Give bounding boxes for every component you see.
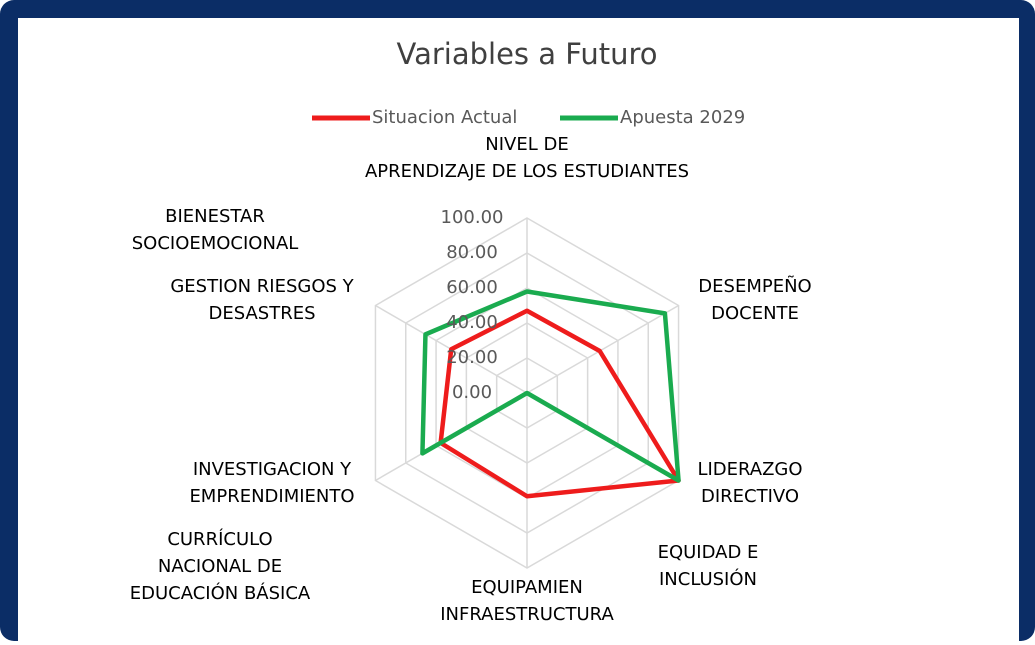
annotation: EQUIDAD E INCLUSIÓN (658, 542, 759, 590)
annotation: BIENESTAR SOCIOEMOCIONAL (132, 206, 299, 254)
axis-label-line: NIVEL DE (485, 134, 568, 155)
axis-label-line: EQUIPAMIEN (471, 577, 583, 598)
r-tick-label: 40.00 (446, 312, 498, 333)
r-tick-label: 20.00 (446, 347, 498, 368)
annotation-line: NACIONAL DE (158, 556, 282, 577)
panel (18, 18, 1019, 645)
chart-title: Variables a Futuro (397, 37, 658, 71)
annotation-line: SOCIOEMOCIONAL (132, 233, 299, 254)
annotation-line: EDUCACIÓN BÁSICA (130, 582, 311, 604)
annotation: CURRÍCULO NACIONAL DE EDUCACIÓN BÁSICA (130, 528, 311, 604)
axis-label: NIVEL DE APRENDIZAJE DE LOS ESTUDIANTES (365, 134, 689, 182)
axis-label-line: APRENDIZAJE DE LOS ESTUDIANTES (365, 161, 689, 182)
axis-label-line: DOCENTE (711, 303, 799, 324)
series-line (438, 308, 681, 499)
annotation-line: EQUIDAD E (658, 542, 759, 563)
axis-label: INVESTIGACION Y EMPRENDIMIENTO (189, 459, 354, 507)
annotation-line: BIENESTAR (165, 206, 265, 227)
axis-label-line: INFRAESTRUCTURA (440, 604, 614, 625)
axis-label-line: LIDERAZGO (697, 459, 802, 480)
r-tick-label: 60.00 (446, 277, 498, 298)
axis-label: DESEMPEÑO DOCENTE (698, 275, 811, 324)
annotation-line: CURRÍCULO (167, 528, 272, 550)
axis-label-line: DESEMPEÑO (698, 275, 811, 297)
axis-label-line: DIRECTIVO (701, 486, 799, 507)
legend-label: Apuesta 2029 (620, 107, 745, 128)
r-tick-label: 80.00 (446, 242, 498, 263)
series-line (420, 289, 681, 483)
legend-label: Situacion Actual (372, 107, 517, 128)
axis-label-line: EMPRENDIMIENTO (189, 486, 354, 507)
axis-label: EQUIPAMIEN INFRAESTRUCTURA (440, 577, 614, 625)
r-tick-label: 100.00 (441, 207, 504, 228)
axis-label-line: GESTION RIESGOS Y (170, 276, 354, 297)
axis-label: LIDERAZGO DIRECTIVO (697, 459, 802, 507)
r-tick-label: 0.00 (452, 382, 492, 403)
axis-label-line: DESASTRES (208, 303, 315, 324)
axis-label: GESTION RIESGOS Y DESASTRES (170, 276, 354, 324)
spoke (526, 304, 679, 394)
axis-label-line: INVESTIGACION Y (193, 459, 352, 480)
annotation-line: INCLUSIÓN (659, 568, 757, 590)
